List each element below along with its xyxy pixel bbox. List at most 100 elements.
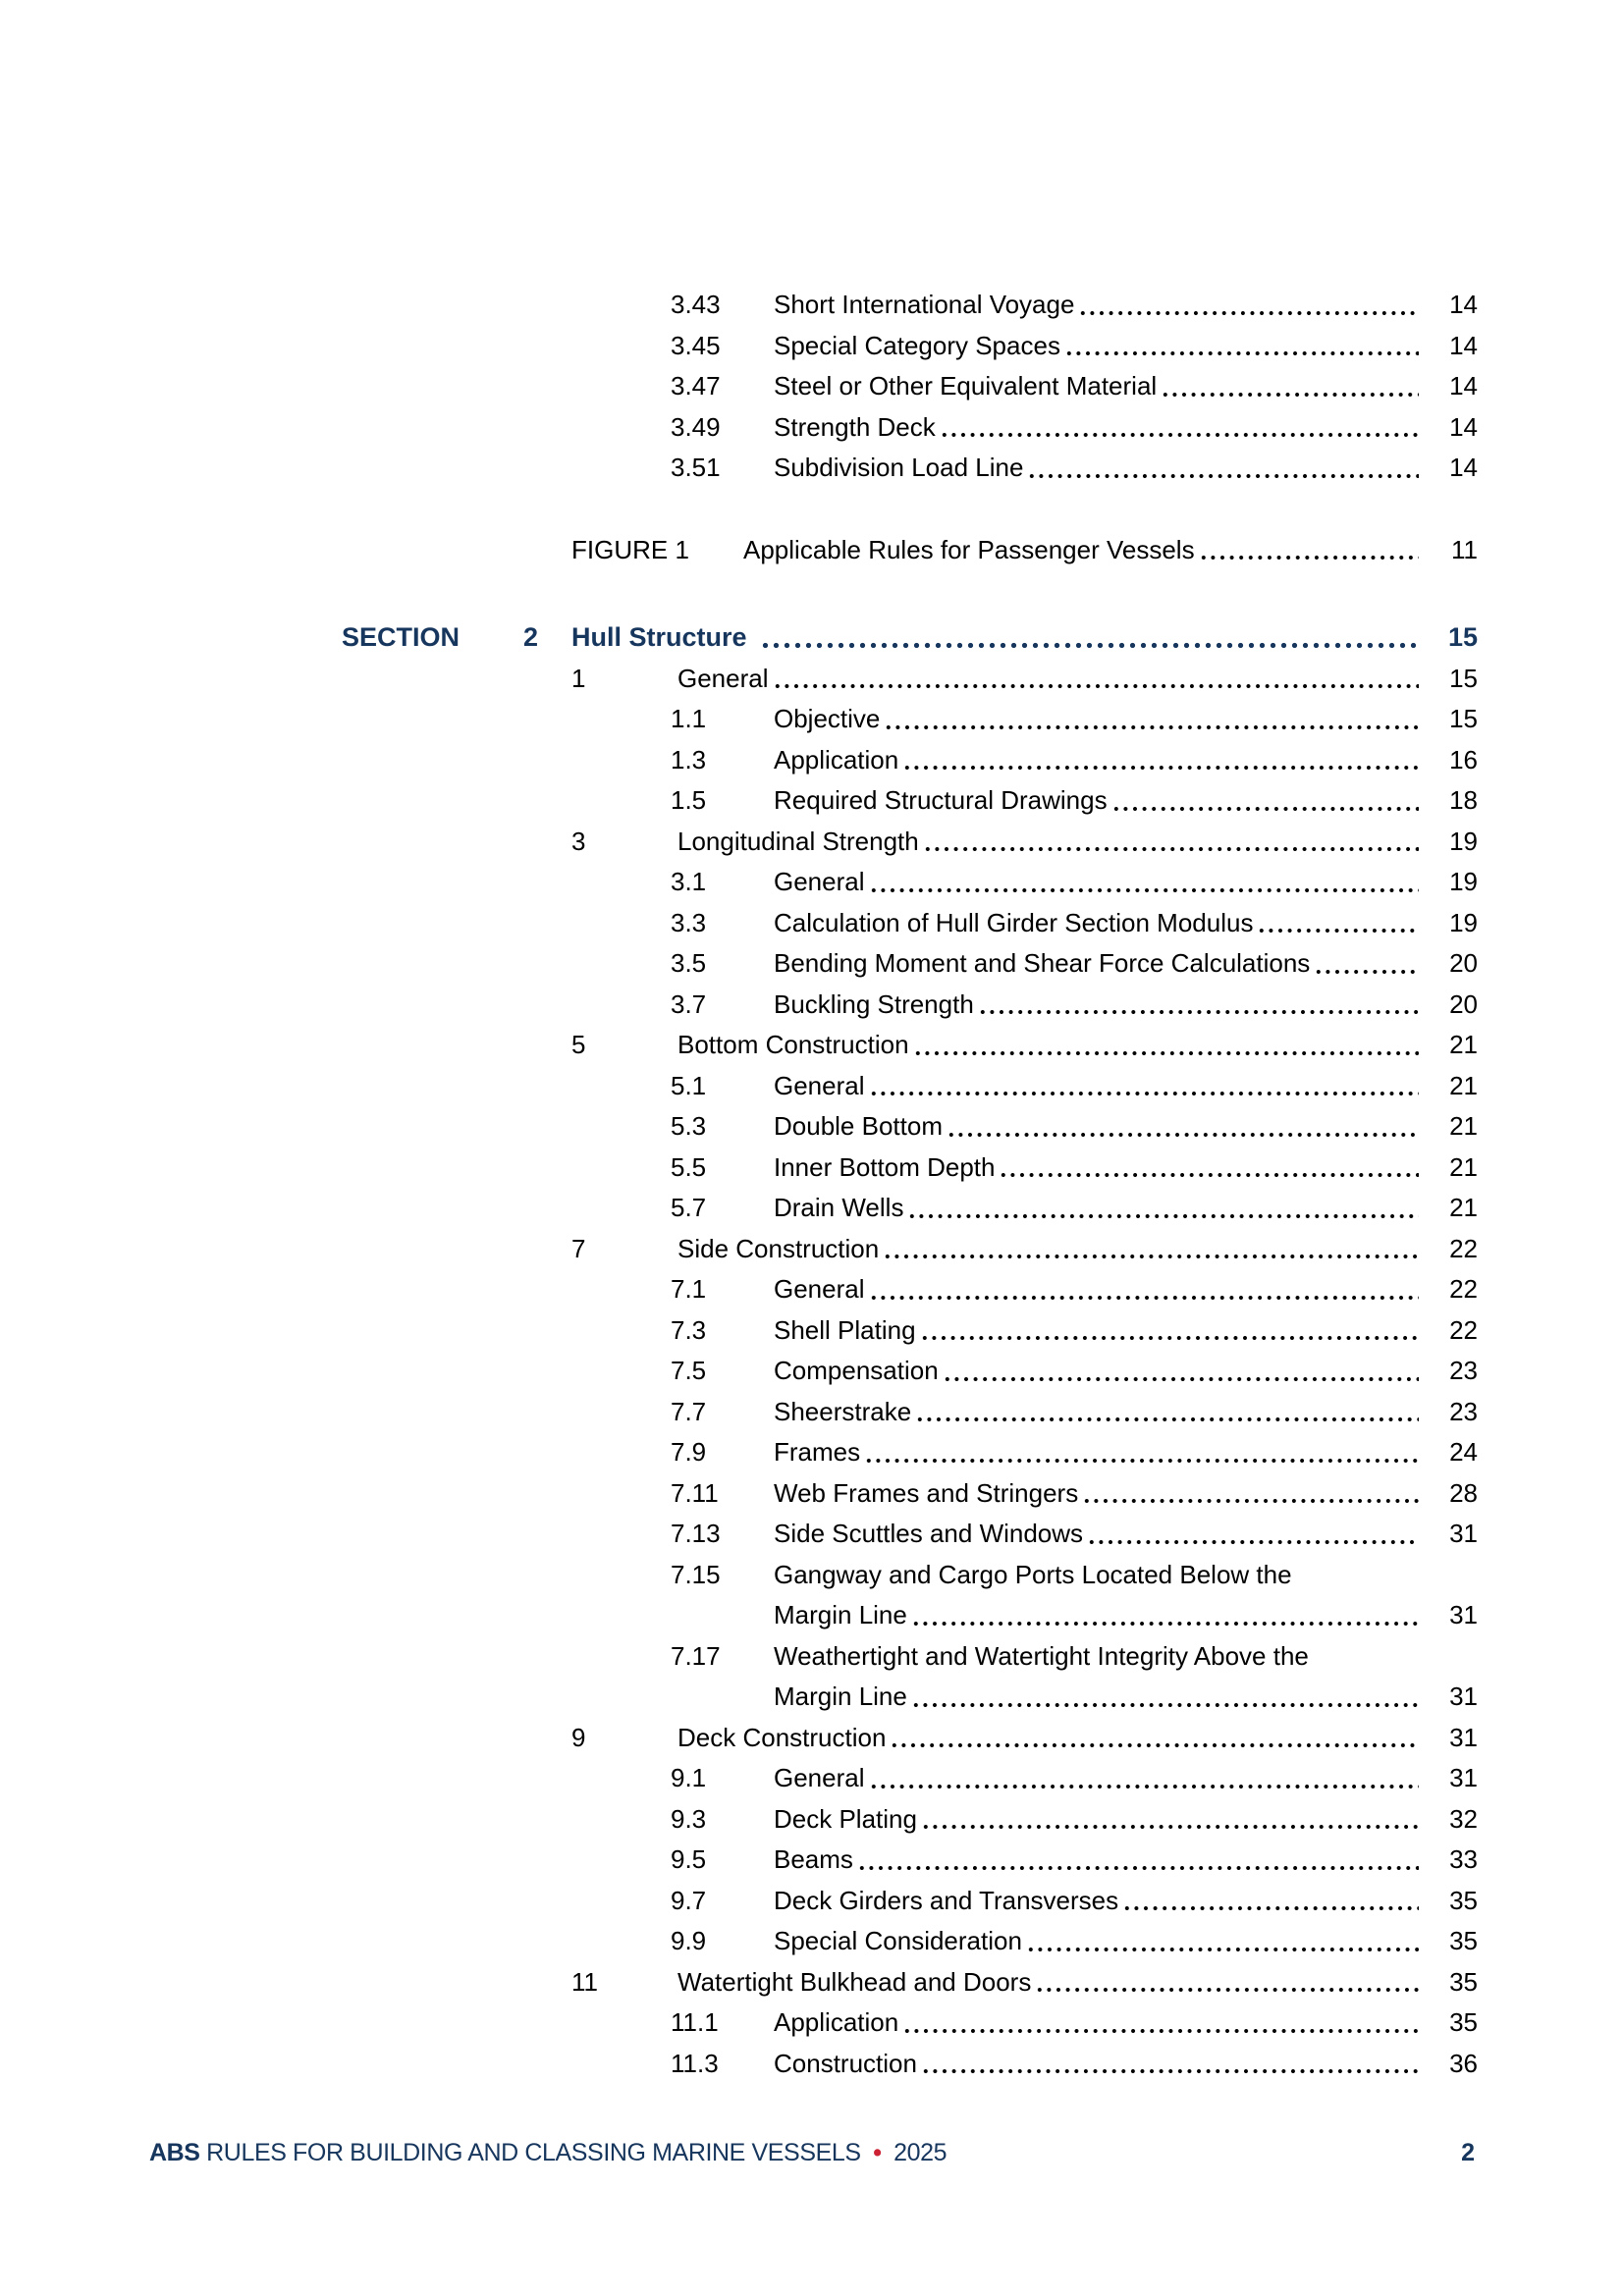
- dot-leader: [883, 699, 1419, 740]
- toc-entry[interactable]: 3.51 Subdivision Load Line 14: [342, 448, 1478, 489]
- toc-entry[interactable]: 9.3 Deck Plating 32: [342, 1798, 1478, 1840]
- toc-entry[interactable]: 7.9 Frames 24: [342, 1432, 1478, 1473]
- toc-entry-number: 5.5: [671, 1151, 707, 1182]
- toc-entry-page: 15: [1449, 663, 1478, 693]
- dot-leader: [1062, 325, 1419, 366]
- dot-leader: [906, 1188, 1419, 1229]
- toc-entry[interactable]: 1.3 Application 16: [342, 739, 1478, 780]
- toc-entry[interactable]: 3.49 Strength Deck 14: [342, 406, 1478, 448]
- toc-entry[interactable]: 9 Deck Construction 31: [342, 1717, 1478, 1758]
- toc-entry-number: 5.7: [671, 1193, 707, 1222]
- toc-entry[interactable]: 3.5 Bending Moment and Shear Force Calcu…: [342, 943, 1478, 985]
- toc-entry[interactable]: 5.7 Drain Wells 21: [342, 1188, 1478, 1229]
- toc-entry-page: 35: [1449, 1926, 1478, 1955]
- toc-entry[interactable]: Margin Line 31: [342, 1595, 1478, 1636]
- dot-leader: [1256, 902, 1419, 943]
- toc-entry-title: Watertight Bulkhead and Doors: [677, 1966, 1032, 1997]
- toc-entry-page: 19: [1449, 907, 1478, 937]
- toc-entry[interactable]: 3.1 General 19: [342, 862, 1478, 903]
- toc-entry-title: Bending Moment and Shear Force Calculati…: [774, 948, 1311, 978]
- dot-leader: [889, 1717, 1419, 1758]
- toc-entry[interactable]: 11.1 Application 35: [342, 2002, 1478, 2044]
- dot-leader: [1313, 943, 1419, 985]
- dot-leader: [1160, 366, 1419, 407]
- toc-entry[interactable]: 7.3 Shell Plating 22: [342, 1309, 1478, 1351]
- toc-entry-page: 28: [1449, 1477, 1478, 1508]
- toc-entry[interactable]: 9.5 Beams 33: [342, 1840, 1478, 1881]
- toc-entry[interactable]: 1 General 15: [342, 658, 1478, 699]
- dot-leader: [945, 1106, 1419, 1148]
- toc-entry-page: 14: [1449, 371, 1478, 400]
- toc-entry[interactable]: 3.47 Steel or Other Equivalent Material …: [342, 366, 1478, 407]
- toc-entry-page: 22: [1449, 1233, 1478, 1263]
- toc-entry[interactable]: 9.9 Special Consideration 35: [342, 1921, 1478, 1962]
- toc-entry[interactable]: 3.3 Calculation of Hull Girder Section M…: [342, 902, 1478, 943]
- toc-entry-number: 7: [571, 1233, 586, 1263]
- toc-entry[interactable]: 7.15 Gangway and Cargo Ports Located Bel…: [342, 1555, 1478, 1596]
- toc-entry-page: 33: [1449, 1844, 1478, 1874]
- toc-entry-page: 22: [1449, 1314, 1478, 1345]
- toc-entry-title: Drain Wells: [774, 1193, 904, 1222]
- toc-entry-number: 9.1: [671, 1763, 707, 1792]
- toc-entry[interactable]: 9.7 Deck Girders and Transverses 35: [342, 1880, 1478, 1921]
- toc-entry-page: 21: [1449, 1030, 1478, 1059]
- dot-leader: [901, 2002, 1419, 2044]
- toc-entry[interactable]: 1.1 Objective 15: [342, 699, 1478, 740]
- toc-entry[interactable]: 7 Side Construction 22: [342, 1228, 1478, 1269]
- toc-entry-number: 7.1: [671, 1274, 707, 1304]
- table-of-contents: 3.43 Short International Voyage 14 3.45 …: [342, 285, 1478, 2084]
- toc-entry[interactable]: 5.3 Double Bottom 21: [342, 1106, 1478, 1148]
- toc-entry-number: 3.7: [671, 988, 707, 1019]
- toc-entry-page: 14: [1449, 411, 1478, 442]
- toc-entry-page: 20: [1449, 948, 1478, 978]
- toc-entry[interactable]: 7.17 Weathertight and Watertight Integri…: [342, 1636, 1478, 1678]
- toc-entry-page: 31: [1449, 1519, 1478, 1548]
- toc-entry-title: Deck Construction: [677, 1722, 887, 1752]
- toc-entry-number: 9.3: [671, 1803, 707, 1834]
- toc-entry-number: 9.5: [671, 1844, 707, 1874]
- toc-entry-page: 20: [1449, 988, 1478, 1019]
- dot-leader: [758, 617, 1419, 659]
- footer-bullet-icon: •: [873, 2139, 882, 2166]
- dot-leader: [867, 1065, 1419, 1106]
- toc-entry-title: Compensation: [774, 1356, 939, 1385]
- toc-entry[interactable]: 7.13 Side Scuttles and Windows 31: [342, 1514, 1478, 1555]
- toc-entry-title: Application: [774, 2007, 899, 2037]
- toc-entry[interactable]: 7.1 General 22: [342, 1269, 1478, 1310]
- dot-leader: [901, 739, 1419, 780]
- toc-entry[interactable]: 5.5 Inner Bottom Depth 21: [342, 1147, 1478, 1188]
- toc-figure-entry[interactable]: FIGURE 1 Applicable Rules for Passenger …: [342, 529, 1478, 570]
- toc-entry[interactable]: 3 Longitudinal Strength 19: [342, 821, 1478, 862]
- toc-entry[interactable]: 7.7 Sheerstrake 23: [342, 1391, 1478, 1432]
- dot-leader: [918, 1309, 1419, 1351]
- toc-section-entry[interactable]: SECTION 2 Hull Structure 15: [342, 617, 1478, 659]
- toc-entry-title: Deck Plating: [774, 1803, 917, 1834]
- toc-entry[interactable]: 11.3 Construction 36: [342, 2043, 1478, 2084]
- toc-entry-title: Beams: [774, 1844, 853, 1874]
- toc-entry[interactable]: 7.11 Web Frames and Stringers 28: [342, 1472, 1478, 1514]
- toc-entry-number: 11.3: [671, 2048, 719, 2078]
- toc-entry[interactable]: 1.5 Required Structural Drawings 18: [342, 780, 1478, 822]
- dot-leader: [867, 1758, 1419, 1799]
- toc-entry-title: Bottom Construction: [677, 1030, 909, 1059]
- toc-entry-title: General: [774, 867, 865, 896]
- toc-entry-page: 18: [1449, 785, 1478, 815]
- dot-leader: [863, 1432, 1419, 1473]
- section-page: 15: [1447, 622, 1478, 652]
- toc-entry-page: 23: [1449, 1396, 1478, 1426]
- toc-entry[interactable]: Margin Line 31: [342, 1677, 1478, 1718]
- toc-entry[interactable]: 3.7 Buckling Strength 20: [342, 984, 1478, 1025]
- toc-entry[interactable]: 9.1 General 31: [342, 1758, 1478, 1799]
- toc-entry-title: Short International Voyage: [774, 290, 1075, 319]
- toc-entry[interactable]: 3.45 Special Category Spaces 14: [342, 325, 1478, 366]
- dot-leader: [1121, 1880, 1419, 1921]
- toc-entry[interactable]: 5.1 General 21: [342, 1065, 1478, 1106]
- toc-entry[interactable]: 5 Bottom Construction 21: [342, 1025, 1478, 1066]
- toc-entry-number: 7.9: [671, 1437, 707, 1467]
- toc-entry[interactable]: 3.43 Short International Voyage 14: [342, 285, 1478, 326]
- toc-entry[interactable]: 7.5 Compensation 23: [342, 1351, 1478, 1392]
- toc-entry[interactable]: 11 Watertight Bulkhead and Doors 35: [342, 1961, 1478, 2002]
- toc-entry-page: 15: [1449, 704, 1478, 733]
- dot-leader: [867, 1269, 1419, 1310]
